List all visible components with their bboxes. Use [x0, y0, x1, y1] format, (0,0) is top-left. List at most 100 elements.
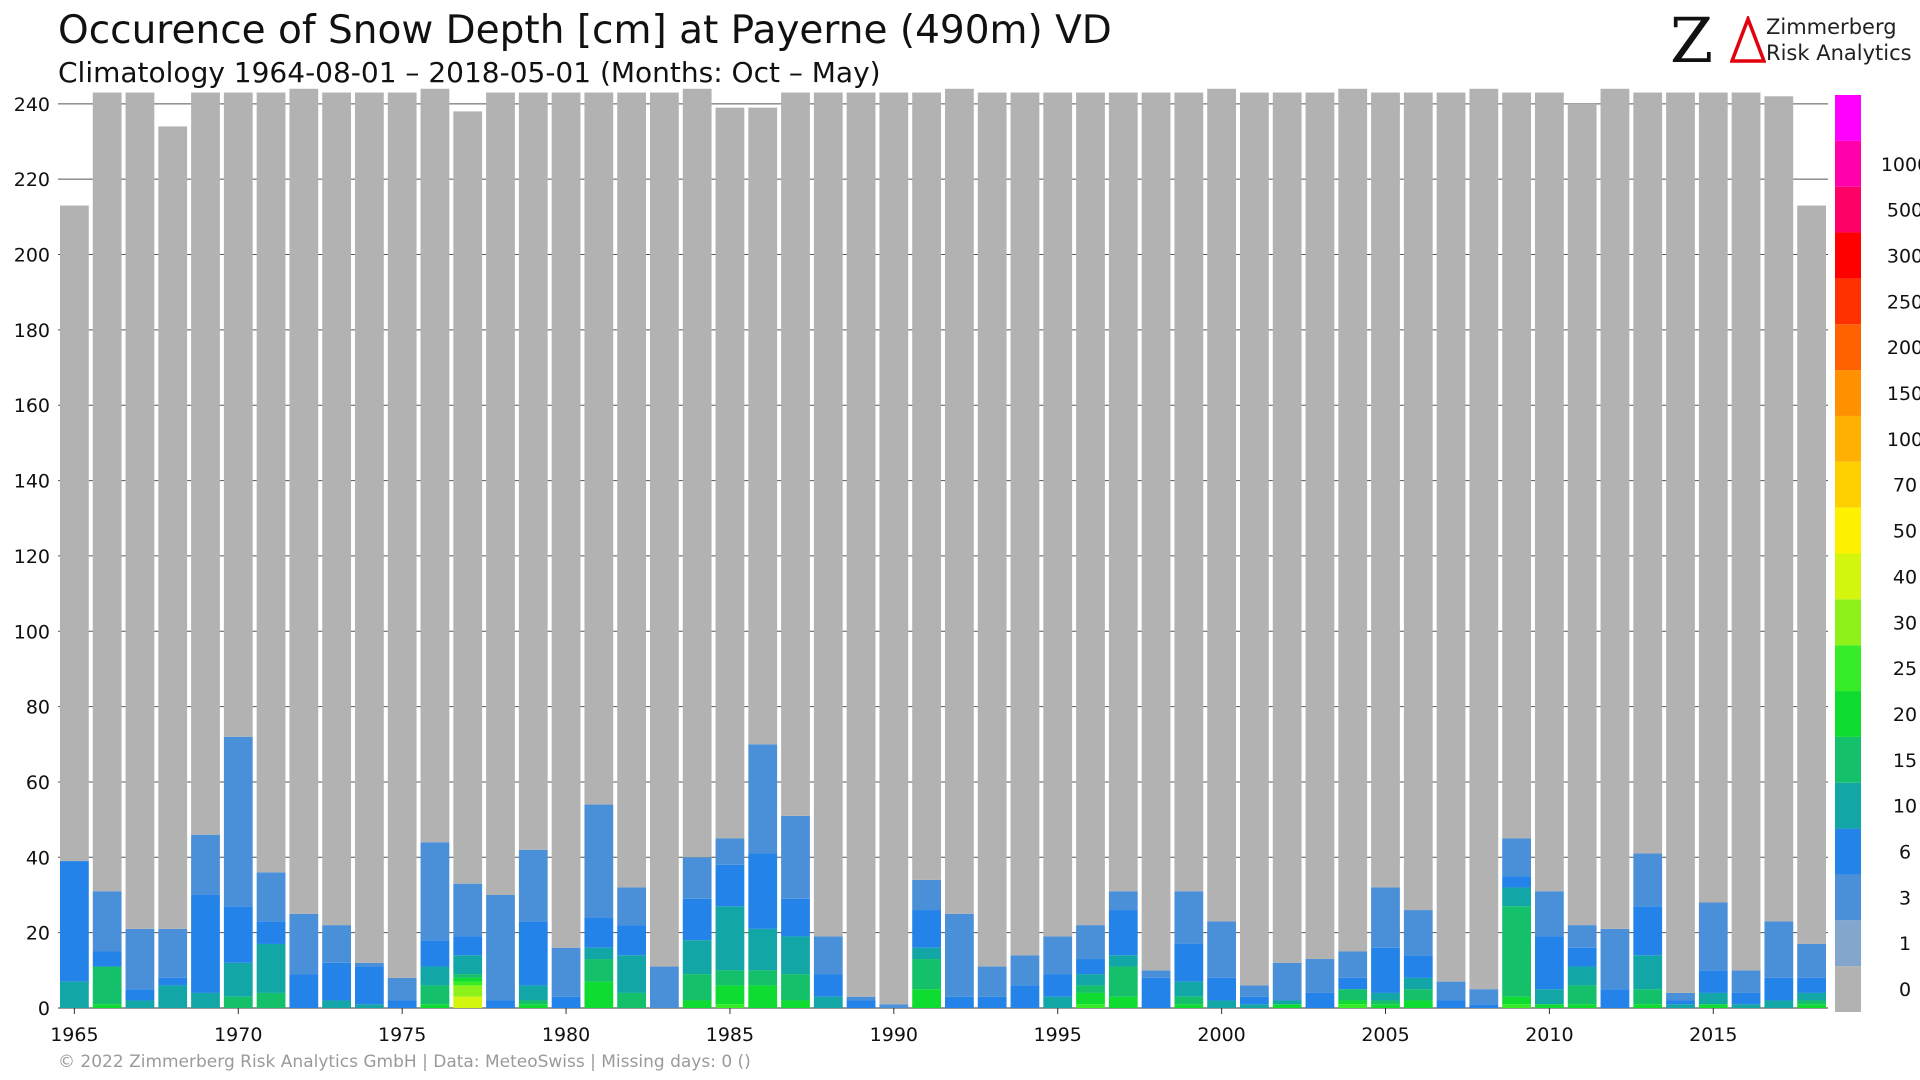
colorbar-swatch — [1835, 278, 1861, 325]
bar-segment — [1076, 925, 1105, 960]
grid-lines — [58, 103, 1828, 1009]
bar-segment — [1502, 838, 1531, 877]
bar-segment — [1469, 989, 1499, 1005]
bar-segment — [715, 838, 745, 865]
company-logo: Z Zimmerberg Risk Analytics — [1670, 4, 1912, 77]
colorbar-swatch — [1835, 232, 1861, 279]
bar-segment — [289, 974, 319, 1008]
bar-segment — [1764, 921, 1794, 978]
y-tick-label: 220 — [14, 169, 50, 191]
bar-segment — [617, 955, 646, 993]
bar-segment — [1141, 977, 1171, 1008]
bar-segment — [453, 996, 483, 1008]
colorbar-swatch — [1835, 507, 1861, 554]
bar-segment — [256, 921, 286, 944]
bar-segment — [584, 959, 614, 982]
bar-segment — [1174, 943, 1204, 982]
colorbar-label: 200 — [1887, 337, 1920, 359]
y-tick-label: 120 — [14, 546, 50, 568]
bar-segment — [1108, 910, 1138, 956]
bar-segment — [453, 955, 483, 975]
bar-segment — [256, 92, 286, 873]
bar-segment — [1371, 1000, 1400, 1005]
bar-segment — [322, 92, 351, 926]
bar-segment — [1567, 966, 1597, 986]
bar-segment — [1666, 992, 1695, 1001]
colorbar-label: 15 — [1893, 750, 1917, 772]
bar-segment — [1731, 992, 1761, 1005]
bar-segment — [223, 906, 253, 963]
bar-segment — [1305, 92, 1335, 960]
x-tick-label: 2005 — [1361, 1024, 1409, 1046]
colorbar-swatch — [1835, 553, 1861, 600]
bar-segment — [945, 88, 974, 914]
bar-segment — [551, 996, 581, 1008]
bar-segment — [1240, 985, 1269, 997]
logo-z-glyph: Z — [1670, 4, 1714, 77]
bar-segment — [92, 966, 122, 1005]
logo-triangle-icon — [1730, 16, 1766, 63]
bar-segment — [551, 947, 581, 997]
x-tick-label: 2010 — [1525, 1024, 1573, 1046]
colorbar-swatch — [1835, 736, 1861, 783]
bar-segment — [60, 861, 89, 982]
bar-segment — [223, 996, 253, 1008]
bar-segment — [945, 996, 974, 1008]
y-tick-label: 180 — [14, 320, 50, 342]
x-tick-label: 1990 — [870, 1024, 918, 1046]
bar-segment — [125, 989, 155, 1001]
bar-segment — [1502, 996, 1531, 1005]
chart-title: Occurence of Snow Depth [cm] at Payerne … — [58, 8, 1112, 53]
bar-segment — [355, 966, 384, 1005]
bar-segment — [1076, 1004, 1105, 1008]
bar-segment — [486, 894, 515, 1001]
bar-segment — [1240, 92, 1269, 986]
bar-segment — [715, 1004, 745, 1008]
bar-segment — [518, 1004, 548, 1008]
bar-segment — [912, 989, 941, 1008]
bar-segment — [1371, 992, 1400, 1001]
bar-segment — [1108, 891, 1138, 911]
bar-segment — [1633, 92, 1663, 854]
bar-segment — [584, 917, 614, 948]
bar-segment — [420, 966, 450, 986]
bar-segment — [748, 928, 778, 971]
bar-segment — [1764, 96, 1794, 922]
bar-segment — [813, 996, 843, 1008]
y-tick-label: 40 — [26, 847, 50, 869]
bar-segment — [1403, 977, 1433, 990]
bar-segment — [158, 928, 188, 978]
bar-segment — [1108, 966, 1138, 997]
bar-segment — [781, 974, 810, 1001]
bar-segment — [1371, 947, 1400, 993]
bar-segment — [420, 88, 450, 843]
bar-segment — [223, 736, 253, 907]
bar-segment — [60, 981, 89, 1008]
x-tick-label: 1975 — [378, 1024, 426, 1046]
x-tick-label: 1995 — [1034, 1024, 1082, 1046]
bar-segment — [191, 894, 220, 993]
bar-segment — [518, 1000, 548, 1005]
bar-segment — [1633, 853, 1663, 907]
bar-segment — [1272, 92, 1302, 963]
bar-segment — [1207, 977, 1236, 1001]
chart-subtitle: Climatology 1964-08-01 – 2018-05-01 (Mon… — [58, 56, 881, 89]
bar-segment — [256, 872, 286, 922]
bar-segment — [158, 126, 188, 929]
colorbar-swatch — [1835, 140, 1861, 187]
bar-segment — [1338, 951, 1368, 978]
bar-segment — [977, 92, 1007, 967]
bar-segment — [1502, 92, 1531, 839]
bar-segment — [715, 970, 745, 986]
bar-segment — [191, 992, 220, 1008]
bar-segment — [223, 962, 253, 997]
bar-segment — [1535, 936, 1564, 990]
bar-segment — [1043, 974, 1073, 997]
bar-segment — [1141, 970, 1171, 978]
bar-segment — [1633, 989, 1663, 1005]
bar-segment — [453, 111, 483, 884]
colorbar-label: 500 — [1887, 200, 1920, 222]
colorbar-swatch — [1835, 370, 1861, 416]
bar-segment — [1600, 88, 1630, 929]
